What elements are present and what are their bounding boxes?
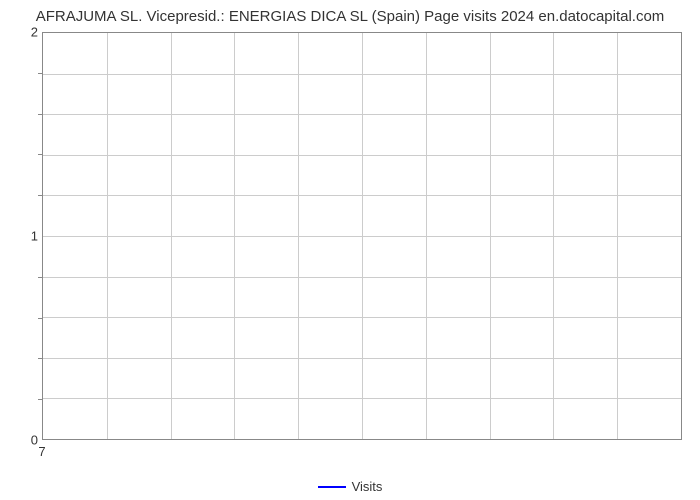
chart-plot-area — [42, 32, 682, 440]
chart-legend: Visits — [0, 479, 700, 494]
y-tick-label: 0 — [22, 433, 38, 448]
chart-gridline-h — [43, 155, 681, 156]
chart-title: AFRAJUMA SL. Vicepresid.: ENERGIAS DICA … — [0, 8, 700, 25]
y-minor-tick — [38, 114, 42, 115]
chart-gridline-h — [43, 358, 681, 359]
chart-gridline-h — [43, 398, 681, 399]
chart-gridline-h — [43, 317, 681, 318]
y-minor-tick — [38, 358, 42, 359]
legend-series-line — [318, 486, 346, 488]
chart-gridline-h — [43, 277, 681, 278]
chart-gridline-h — [43, 236, 681, 237]
y-minor-tick — [38, 399, 42, 400]
chart-gridline-h — [43, 74, 681, 75]
y-minor-tick — [38, 73, 42, 74]
y-tick-label: 2 — [22, 25, 38, 40]
y-minor-tick — [38, 318, 42, 319]
y-tick-label: 1 — [22, 229, 38, 244]
y-minor-tick — [38, 277, 42, 278]
chart-gridline-h — [43, 195, 681, 196]
chart-gridline-h — [43, 114, 681, 115]
y-minor-tick — [38, 195, 42, 196]
x-tick-label: 7 — [38, 444, 45, 459]
legend-series-label: Visits — [352, 479, 383, 494]
y-minor-tick — [38, 154, 42, 155]
chart-container: AFRAJUMA SL. Vicepresid.: ENERGIAS DICA … — [0, 0, 700, 500]
